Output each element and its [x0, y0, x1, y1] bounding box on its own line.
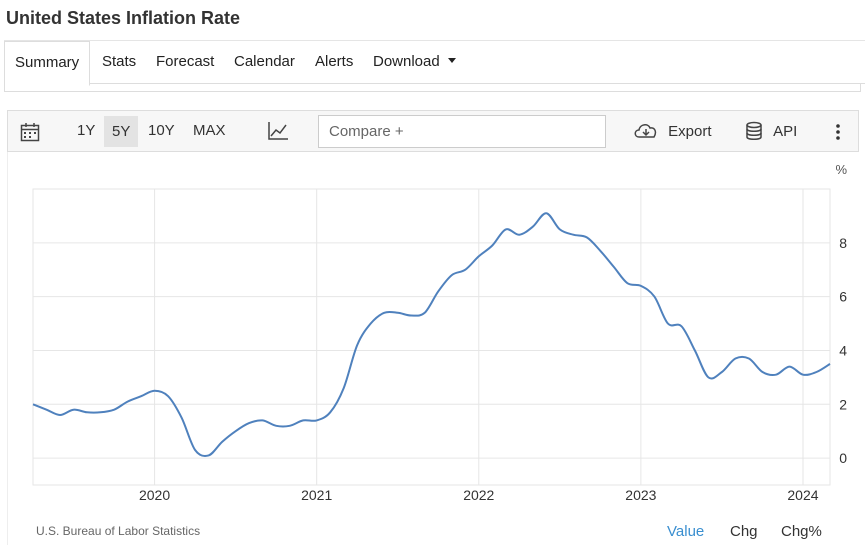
x-tick-label: 2024 — [787, 487, 818, 503]
x-tick-label: 2020 — [139, 487, 170, 503]
tab-download-label: Download — [373, 53, 440, 70]
y-tick-label: 6 — [839, 289, 847, 305]
tab-download[interactable]: Download — [373, 41, 456, 85]
range-max-button[interactable]: MAX — [193, 122, 226, 139]
plot-frame — [32, 188, 831, 486]
api-label: API — [773, 122, 798, 140]
x-tick-label: 2022 — [463, 487, 494, 503]
range-5y-button[interactable]: 5Y — [104, 116, 139, 147]
y-tick-label: 8 — [839, 235, 847, 251]
calendar-icon[interactable] — [20, 122, 40, 146]
export-label: Export — [668, 122, 712, 140]
more-options-icon[interactable] — [835, 123, 841, 145]
footer-tab-value[interactable]: Value — [667, 523, 705, 540]
y-tick-label: 4 — [839, 342, 847, 358]
export-button[interactable]: Export — [633, 121, 712, 141]
tab-panel-edge — [4, 84, 861, 92]
tab-calendar[interactable]: Calendar — [234, 53, 295, 70]
page-title: United States Inflation Rate — [6, 8, 241, 28]
database-icon — [746, 121, 762, 140]
tab-forecast[interactable]: Forecast — [156, 53, 215, 70]
chart-toolbar: 1Y 5Y 10Y MAX Export API — [7, 110, 859, 152]
y-axis-unit: % — [835, 162, 847, 177]
compare-input[interactable] — [318, 115, 606, 148]
cloud-download-icon — [634, 124, 657, 138]
api-button[interactable]: API — [745, 121, 797, 141]
footer-tab-chg[interactable]: Chg — [730, 523, 758, 540]
range-10y-button[interactable]: 10Y — [148, 122, 175, 139]
chevron-down-icon — [447, 57, 456, 63]
x-tick-label: 2023 — [625, 487, 656, 503]
x-tick-label: 2021 — [301, 487, 332, 503]
tab-stats[interactable]: Stats — [102, 53, 137, 70]
tab-alerts[interactable]: Alerts — [315, 53, 354, 70]
line-chart-icon[interactable] — [267, 121, 289, 145]
footer-tab-chg-pct[interactable]: Chg% — [781, 523, 822, 540]
tab-bar: Summary Stats Forecast Calendar Alerts D… — [4, 40, 865, 86]
inflation-series-line — [32, 212, 831, 457]
inflation-line-chart: 0 2 4 6 8% 2020 2021 2022 2023 2024 — [32, 162, 847, 503]
y-tick-label: 2 — [839, 396, 847, 412]
range-1y-button[interactable]: 1Y — [77, 122, 96, 139]
y-tick-label: 0 — [839, 450, 847, 466]
tab-summary[interactable]: Summary — [4, 41, 91, 86]
source-label: U.S. Bureau of Labor Statistics — [36, 524, 201, 538]
chart-area: 0 2 4 6 8% 2020 2021 2022 2023 2024 — [7, 152, 859, 545]
